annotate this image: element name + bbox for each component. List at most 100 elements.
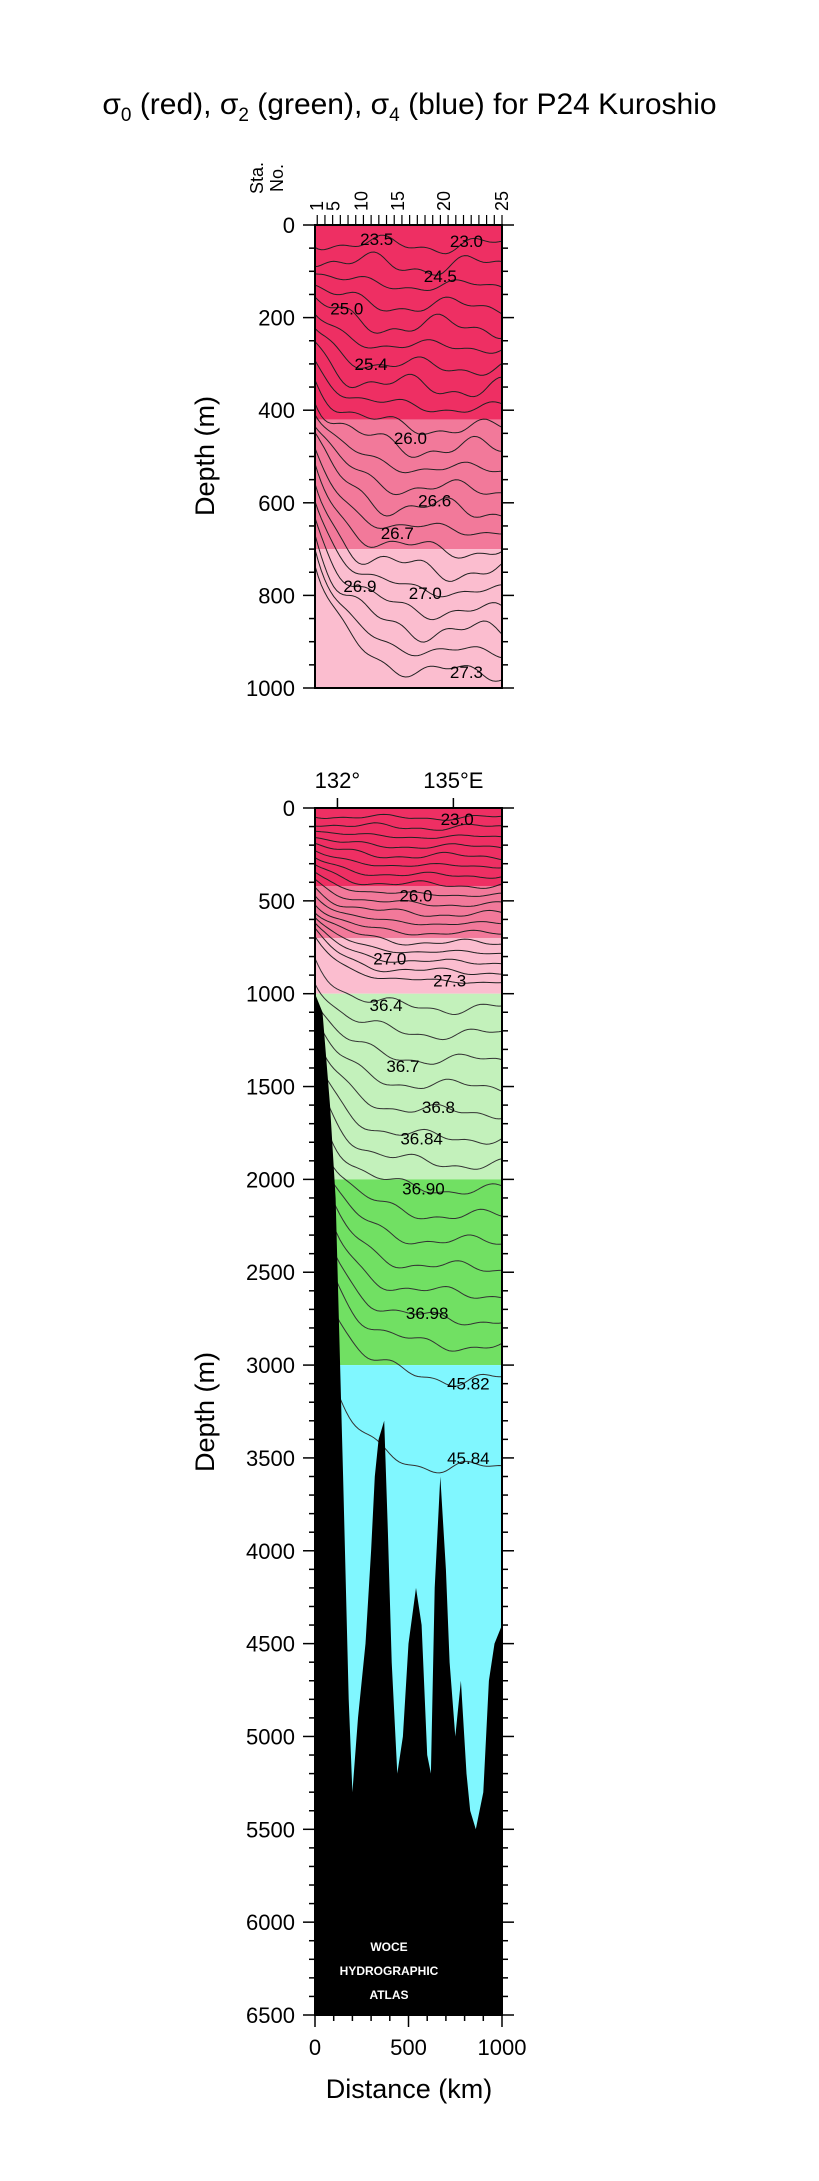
full-y-axis-label: Depth (m)	[190, 1352, 220, 1472]
upper-isopycnal	[315, 360, 502, 413]
sigma4-contour	[315, 1236, 502, 1387]
sigma2-contour	[315, 1092, 502, 1195]
woce-logo-line2: HYDROGRAPHIC	[340, 1964, 439, 1978]
station-number: 25	[492, 191, 512, 211]
upper-isopycnal	[315, 501, 502, 598]
sigma4-contour	[315, 1311, 502, 1474]
full-contour-labels: 23.0 26.0 27.0 27.3 36.4 36.7 36.8 36.84 36.90 36…	[370, 810, 490, 1468]
full-isopycnal	[315, 830, 502, 839]
full-contour-label: 36.8	[422, 1098, 455, 1117]
full-isopycnal	[315, 842, 502, 861]
full-y-axis: 0 500 1000 1500 2000 2500 3000 3500 4000 4500 5000…	[246, 796, 514, 2028]
full-isopycnal	[315, 813, 502, 821]
full-y-tick-label: 5000	[246, 1724, 295, 1749]
full-isopycnal	[315, 822, 502, 831]
full-panel: 0500100015002000250030003500400045005000…	[190, 768, 526, 2104]
upper-contour-label: 26.6	[418, 491, 451, 510]
upper-isopycnal	[315, 314, 502, 354]
upper-panel: 0 200 400 600 800 1000 15 10 15 20 25 23.5 23.0 24.…	[190, 162, 514, 701]
upper-contour-label: 23.0	[450, 232, 483, 251]
full-contour-label: 36.84	[400, 1130, 443, 1149]
full-contour-label: 23.0	[441, 810, 474, 829]
upper-density-band	[315, 225, 502, 420]
woce-logo: WOCE HYDROGRAPHIC ATLAS	[340, 1940, 439, 2002]
full-isopycnal	[315, 886, 502, 917]
full-y-tick-label: 3000	[246, 1353, 295, 1378]
upper-isopycnal	[315, 284, 502, 315]
full-contour-label: 27.3	[433, 972, 466, 991]
upper-density-band	[315, 549, 502, 688]
upper-contour-label: 26.9	[343, 577, 376, 596]
upper-y-axis-label: Depth (m)	[190, 396, 220, 516]
x-tick-label: 0	[309, 2035, 321, 2060]
sigma2-contour	[315, 1016, 502, 1092]
upper-y-tick-label: 600	[258, 491, 295, 516]
upper-isopycnal	[315, 549, 502, 659]
upper-contour-label: 27.0	[409, 584, 442, 603]
upper-isopycnal	[315, 296, 502, 340]
chart-title: σ0 (red), σ2 (green), σ4 (blue) for P24 …	[102, 88, 717, 126]
upper-contour-label: 23.5	[360, 230, 393, 249]
woce-logo-line1: WOCE	[370, 1940, 407, 1954]
full-isopycnal	[315, 904, 502, 936]
woce-logo-line3: ATLAS	[369, 1988, 408, 2002]
full-contour-label: 26.0	[399, 886, 432, 905]
upper-y-tick-label: 0	[283, 213, 295, 238]
full-isopycnal	[315, 857, 502, 879]
full-y-tick-label: 0	[283, 796, 295, 821]
upper-isopycnal	[315, 463, 502, 559]
upper-isopycnal	[315, 517, 502, 621]
x-tick-label: 1000	[478, 2035, 527, 2060]
full-isopycnal	[315, 837, 502, 849]
full-y-tick-label: 2000	[246, 1167, 295, 1192]
station-number: 5	[323, 201, 343, 211]
longitude-axis: 132° 135°E	[315, 768, 483, 808]
upper-isopycnal	[315, 234, 502, 255]
full-isopycnal	[315, 912, 502, 946]
full-isopycnal	[315, 878, 502, 907]
upper-contour-label: 25.4	[355, 355, 388, 374]
full-y-tick-label: 4000	[246, 1539, 295, 1564]
upper-isopycnal	[315, 448, 502, 536]
sigma2-contour	[315, 1186, 502, 1326]
full-isopycnal	[315, 850, 502, 869]
full-contour-label: 36.7	[386, 1057, 419, 1076]
full-isopycnal	[315, 922, 502, 965]
station-axis: 15 10 15 20 25	[307, 191, 512, 225]
full-isopycnal	[315, 927, 502, 975]
upper-y-tick-label: 400	[258, 398, 295, 423]
upper-y-axis: 0 200 400 600 800 1000	[246, 213, 514, 701]
upper-isopycnal	[315, 341, 502, 398]
upper-isopycnal	[315, 273, 502, 292]
sigma2-contour	[315, 958, 502, 1016]
upper-contour-label: 26.0	[394, 429, 427, 448]
full-isopycnal	[315, 864, 502, 889]
sigma2-contour	[315, 1156, 502, 1272]
x-tick-label: 500	[390, 2035, 427, 2060]
upper-isopycnal	[315, 251, 502, 276]
upper-contour-label: 26.7	[381, 524, 414, 543]
station-number: 10	[351, 191, 371, 211]
upper-isopycnal	[315, 565, 502, 682]
upper-density-band	[315, 419, 502, 550]
full-contour-label: 36.90	[402, 1180, 445, 1199]
sigma2-contour	[315, 1033, 502, 1120]
upper-y-tick-label: 1000	[246, 676, 295, 701]
sigma2-contour	[315, 1117, 502, 1220]
upper-isopycnal	[315, 432, 502, 518]
upper-isopycnal	[315, 328, 502, 376]
seafloor-topography	[315, 993, 502, 2015]
upper-contour-label: 24.5	[424, 267, 457, 286]
full-contour-label: 36.4	[370, 996, 403, 1015]
station-label-line1: Sta.	[247, 162, 267, 194]
full-y-tick-label: 6500	[246, 2003, 295, 2028]
upper-isopycnal	[315, 483, 502, 582]
full-isopycnal	[315, 895, 502, 926]
upper-y-tick-label: 200	[258, 306, 295, 331]
full-y-tick-label: 5500	[246, 1817, 295, 1842]
sigma2-contour	[315, 983, 502, 1041]
full-contour-label: 45.84	[447, 1449, 490, 1468]
upper-isopycnal	[315, 414, 502, 474]
x-axis-label: Distance (km)	[326, 2074, 493, 2104]
